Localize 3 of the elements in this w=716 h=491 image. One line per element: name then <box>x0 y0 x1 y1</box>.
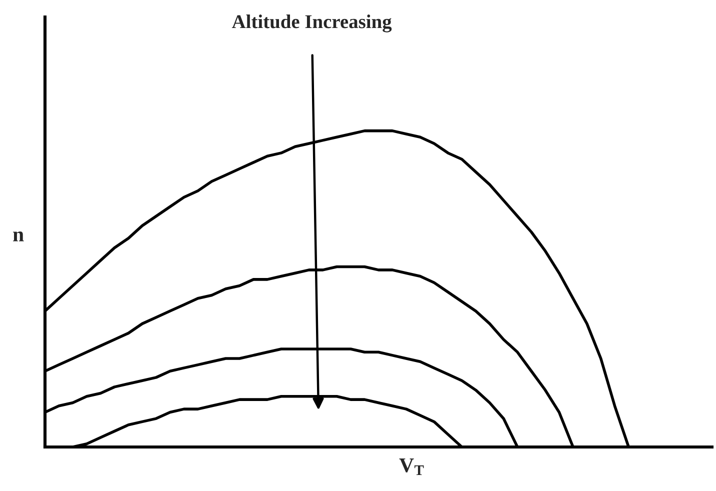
y-axis-title: n <box>13 231 24 242</box>
text: Altitude Increasing <box>232 14 392 32</box>
x-axis-title: V$_{T}$ <box>399 458 424 475</box>
